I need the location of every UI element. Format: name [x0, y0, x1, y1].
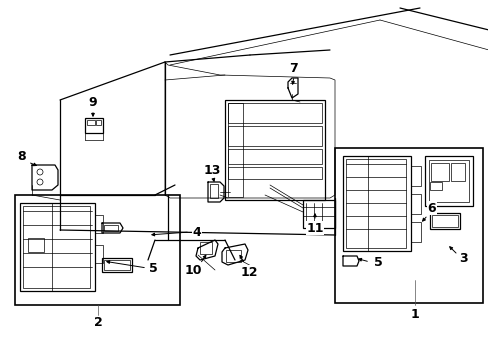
Bar	[15, 195, 180, 305]
Bar	[450, 163, 464, 181]
Bar	[428, 160, 468, 202]
Bar	[224, 100, 325, 200]
Bar	[225, 250, 241, 262]
Bar	[334, 148, 482, 303]
Text: 4: 4	[192, 225, 201, 238]
Bar	[227, 126, 321, 146]
Bar	[102, 258, 132, 272]
Text: 2: 2	[93, 316, 102, 329]
Text: 11: 11	[305, 221, 323, 234]
Bar	[87, 120, 95, 125]
Bar	[227, 167, 321, 179]
Text: 12: 12	[240, 266, 257, 279]
Bar	[227, 149, 321, 164]
Bar	[431, 215, 457, 227]
Text: 1: 1	[410, 309, 419, 321]
Bar	[346, 159, 405, 248]
Bar	[23, 206, 90, 288]
Text: 5: 5	[373, 256, 382, 269]
Bar	[429, 182, 441, 190]
Bar	[430, 163, 448, 181]
Text: 9: 9	[88, 95, 97, 108]
Text: 10: 10	[184, 265, 202, 278]
Text: 7: 7	[289, 62, 298, 75]
Bar	[20, 203, 95, 291]
Bar	[303, 200, 334, 228]
Bar	[104, 260, 130, 270]
Text: 5: 5	[148, 262, 157, 275]
Text: 8: 8	[18, 150, 26, 163]
Bar	[410, 194, 420, 214]
Bar	[104, 225, 118, 231]
Bar	[209, 184, 218, 198]
Bar	[95, 215, 103, 233]
Bar	[424, 156, 472, 206]
Bar	[429, 213, 459, 229]
Bar	[85, 118, 103, 133]
Text: 6: 6	[427, 202, 435, 215]
Bar	[410, 222, 420, 242]
Bar	[96, 120, 101, 125]
Bar	[227, 103, 321, 123]
Bar	[200, 242, 212, 254]
Text: 13: 13	[203, 163, 220, 176]
Bar	[95, 245, 103, 263]
Bar	[410, 166, 420, 186]
Bar	[227, 103, 243, 197]
Text: 3: 3	[458, 252, 467, 265]
Bar	[342, 156, 410, 251]
Bar	[28, 238, 44, 252]
